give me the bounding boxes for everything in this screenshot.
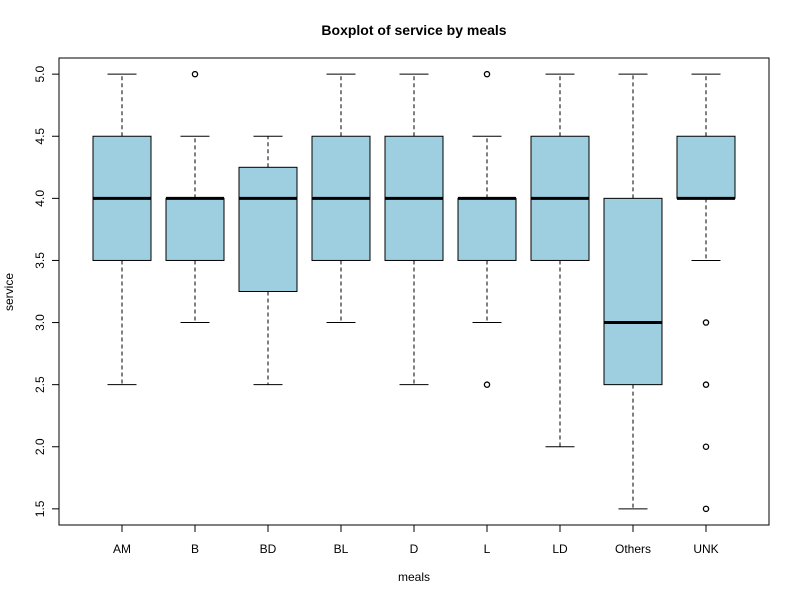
chart-title: Boxplot of service by meals (321, 22, 506, 38)
x-axis-label: meals (398, 570, 430, 584)
x-tick-label: UNK (693, 542, 718, 556)
box-unk (676, 73, 736, 513)
x-axis: AM B BD BL D L LD Others UNK (113, 525, 719, 556)
x-tick-label: LD (552, 542, 568, 556)
outlier-point (702, 319, 710, 326)
box-b (165, 70, 225, 324)
outlier-point (483, 70, 491, 78)
box-am (92, 73, 152, 386)
box-d (384, 73, 444, 386)
iqr-box (603, 197, 663, 386)
x-tick-label: D (410, 542, 419, 556)
box-bl (311, 73, 371, 324)
y-tick-label: 5.0 (33, 65, 47, 82)
y-tick-label: 3.5 (33, 252, 47, 269)
x-tick-label: B (191, 542, 199, 556)
outlier-point (483, 381, 491, 388)
y-tick-label: 1.5 (33, 500, 47, 517)
y-tick-label: 3.0 (33, 314, 47, 331)
x-tick-label: BD (260, 542, 277, 556)
iqr-box (165, 197, 225, 261)
box-others (603, 73, 663, 510)
box-ld (530, 73, 590, 448)
y-axis-label: service (2, 273, 16, 311)
y-tick-label: 4.0 (33, 190, 47, 207)
y-tick-label: 2.0 (33, 438, 47, 455)
box-l (457, 70, 517, 388)
plot-area (92, 70, 736, 513)
y-tick-label: 4.5 (33, 128, 47, 145)
x-tick-label: AM (113, 542, 131, 556)
outlier-point (191, 70, 199, 78)
x-tick-label: L (484, 542, 491, 556)
iqr-box (676, 135, 736, 199)
y-axis: 1.5 2.0 2.5 3.0 3.5 4.0 4.5 5.0 (33, 65, 59, 517)
x-tick-label: BL (334, 542, 349, 556)
y-tick-label: 2.5 (33, 376, 47, 393)
outlier-point (702, 381, 710, 388)
x-tick-label: Others (615, 542, 651, 556)
iqr-box (238, 166, 298, 292)
outlier-point (702, 443, 710, 451)
box-bd (238, 135, 298, 386)
outlier-point (702, 505, 710, 513)
iqr-box (457, 197, 517, 261)
